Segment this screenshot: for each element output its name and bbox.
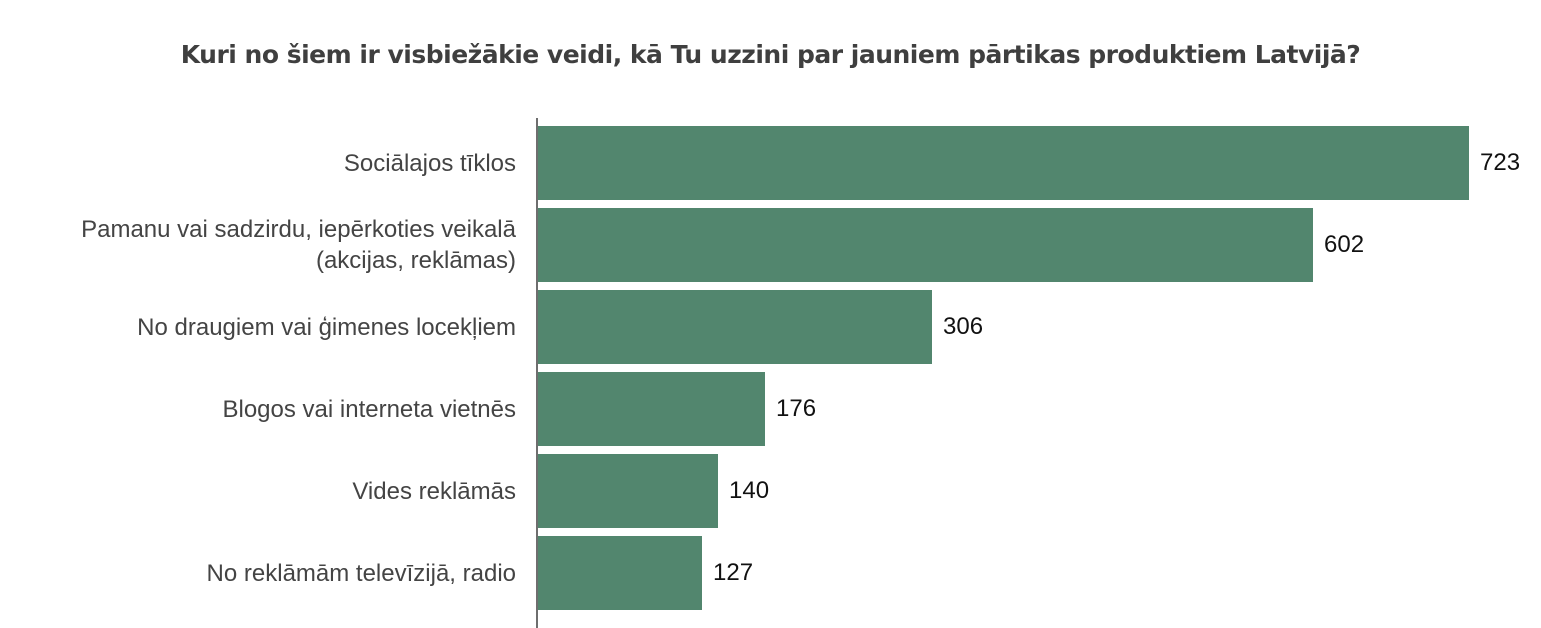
bar-row: No draugiem vai ģimenes locekļiem 306 — [0, 290, 1541, 364]
bar-row: No reklāmām televīzijā, radio 127 — [0, 536, 1541, 610]
bar-row: Vides reklāmās 140 — [0, 454, 1541, 528]
chart-title: Kuri no šiem ir visbiežākie veidi, kā Tu… — [180, 40, 1361, 69]
category-label: Vides reklāmās — [352, 477, 516, 505]
bar-row: Blogos vai interneta vietnēs 176 — [0, 372, 1541, 446]
value-label: 602 — [1324, 231, 1365, 258]
category-label: Blogos vai interneta vietnēs — [222, 395, 516, 423]
bar — [538, 536, 702, 610]
category-label: No draugiem vai ģimenes locekļiem — [137, 313, 516, 341]
category-label: Pamanu vai sadzirdu, iepērkoties veikalā… — [0, 208, 516, 282]
value-label: 723 — [1480, 149, 1521, 176]
category-label: Sociālajos tīklos — [343, 149, 516, 177]
bar-row: Sociālajos tīklos 723 — [0, 126, 1541, 200]
y-axis-line — [536, 118, 538, 628]
bar — [538, 126, 1469, 200]
bar-row: Pamanu vai sadzirdu, iepērkoties veikalā… — [0, 208, 1541, 282]
value-label: 176 — [776, 395, 817, 422]
bar — [538, 208, 1313, 282]
value-label: 127 — [713, 559, 754, 586]
value-label: 306 — [943, 313, 984, 340]
bar — [538, 290, 932, 364]
category-label-text: Pamanu vai sadzirdu, iepērkoties veikalā… — [81, 216, 516, 274]
bar — [538, 372, 765, 446]
bar — [538, 454, 718, 528]
category-label: No reklāmām televīzijā, radio — [206, 559, 516, 587]
value-label: 140 — [729, 477, 770, 504]
